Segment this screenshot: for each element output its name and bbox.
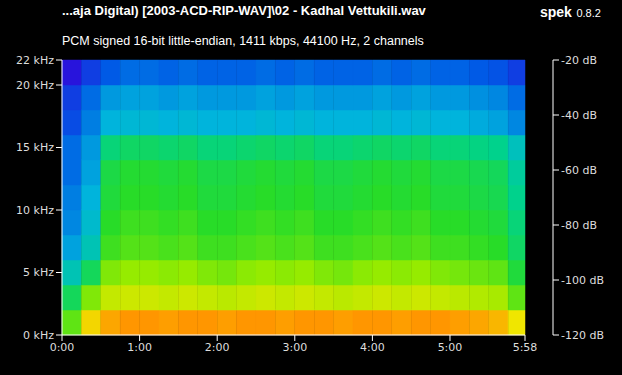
html-text:PCM signed 16-bit little-endia: PCM signed 16-bit little-endian, 1411 kb… [62,34,424,48]
svg-text:10 kHz: 10 kHz [16,204,54,217]
svg-text:-100 dB: -100 dB [561,274,604,287]
svg-text:-120 dB: -120 dB [561,329,604,342]
svg-text:0:00: 0:00 [50,341,75,354]
svg-text:4:00: 4:00 [360,341,385,354]
svg-text:-40 dB: -40 dB [561,109,597,122]
svg-text:5:58: 5:58 [513,341,538,354]
svg-text:20 kHz: 20 kHz [16,79,54,92]
svg-text:5:00: 5:00 [438,341,463,354]
svg-text:-20 dB: -20 dB [561,54,597,67]
svg-text:3:00: 3:00 [282,341,307,354]
svg-text:15 kHz: 15 kHz [16,141,54,154]
html-text:spek 0.8.2: spek 0.8.2 [540,4,601,20]
svg-text:1:00: 1:00 [127,341,152,354]
svg-text:-80 dB: -80 dB [561,219,597,232]
svg-text:-60 dB: -60 dB [561,164,597,177]
svg-text:0 kHz: 0 kHz [23,329,54,342]
html-text:...aja Digital) [2003-ACD-RIP-: ...aja Digital) [2003-ACD-RIP-WAV]\02 - … [62,3,426,18]
svg-text:2:00: 2:00 [205,341,230,354]
svg-text:5 kHz: 5 kHz [23,266,54,279]
svg-text:22 kHz: 22 kHz [16,54,54,67]
